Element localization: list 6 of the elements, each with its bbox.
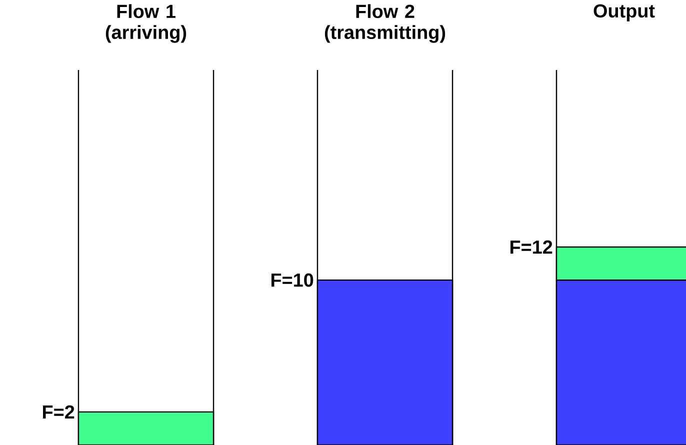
x-tick-label: Flow 2 (transmitting) [324,4,446,43]
x-tick-label: Flow 1 (arriving) [106,4,186,43]
annotation: F=2 [43,405,74,419]
annotation: F=10 [271,273,314,287]
x-tick-label: Output [594,4,655,22]
annotation: F=12 [510,240,552,254]
